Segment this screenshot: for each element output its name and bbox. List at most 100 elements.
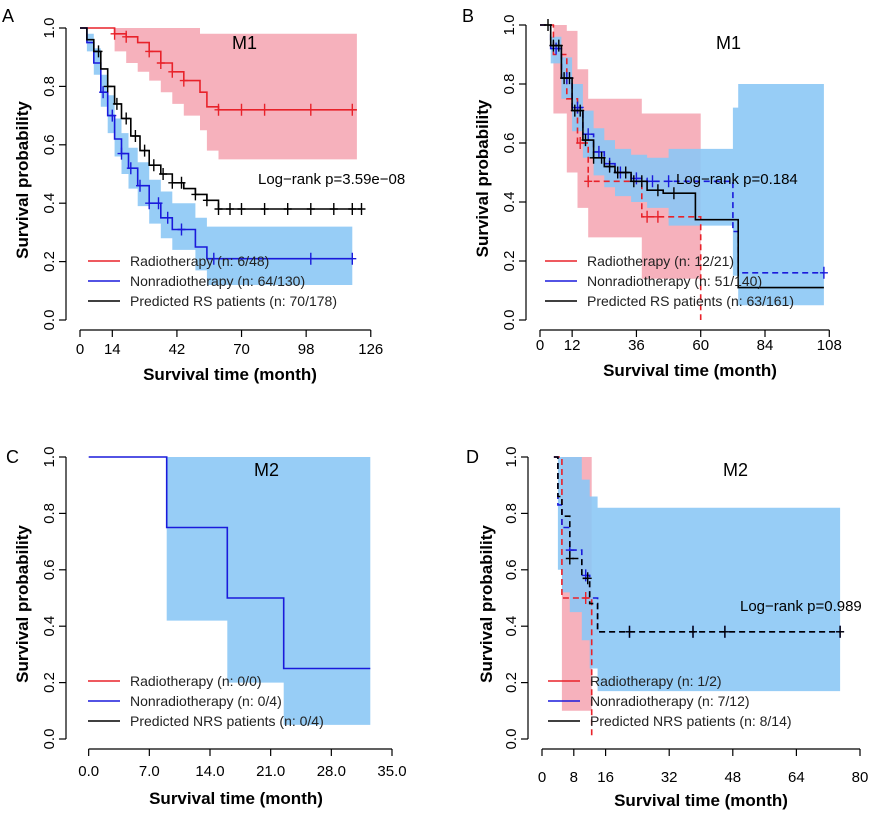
- censor-mark-radio: [122, 30, 131, 43]
- censor-mark-nonradio: [306, 252, 315, 265]
- censor-mark-predicted: [149, 159, 158, 172]
- curve-predicted: [553, 456, 841, 633]
- censor-mark-radio: [348, 103, 357, 116]
- y-tick-label: 0.8: [501, 74, 518, 95]
- y-tick-label: 1.0: [501, 15, 518, 36]
- legend-entry: Predicted RS patients (n: 70/178): [130, 293, 337, 309]
- y-tick-label: 0.6: [41, 134, 58, 155]
- censor-mark-predicted: [177, 176, 186, 189]
- censor-mark-predicted: [159, 168, 168, 180]
- y-tick-label: 0.0: [501, 310, 518, 331]
- censor-mark-predicted: [565, 552, 574, 565]
- censor-mark-radio: [214, 103, 223, 116]
- censor-mark-radio: [581, 592, 590, 604]
- censor-mark-nonradio: [108, 109, 117, 122]
- logrank-annotation: Log−rank p=0.184: [676, 171, 798, 188]
- y-tick-label: 0.4: [41, 616, 58, 637]
- legend-entry: Predicted NRS patients (n: 0/4): [130, 713, 324, 729]
- legend-entry: Radiotherapy (n: 6/48): [130, 253, 269, 269]
- x-tick-label: 42: [169, 341, 186, 358]
- censor-mark-nonradio: [145, 197, 154, 210]
- y-tick-label: 0.8: [41, 503, 58, 524]
- y-tick-label: 0.2: [503, 672, 520, 693]
- censor-mark-predicted: [653, 184, 662, 197]
- censor-mark-radio: [576, 137, 585, 149]
- panel-b: 0 12 36 60 84 108 0.0 0.2 0.4 0.6 0.8 1.0 Survival t…: [462, 6, 842, 380]
- x-tick-label: 0: [538, 769, 546, 786]
- legend-entry: Predicted NRS patients (n: 8/14): [590, 713, 792, 729]
- censor-mark-nonradio: [99, 86, 108, 99]
- censor-mark-predicted: [669, 187, 678, 200]
- legend-entry: Radiotherapy (n: 0/0): [130, 673, 262, 689]
- y-tick-label: 0.4: [41, 193, 58, 214]
- legend-entry: Nonradiotherapy (n: 0/4): [130, 693, 282, 709]
- x-tick-label: 7.0: [139, 763, 160, 780]
- x-tick-label: 80: [852, 769, 869, 786]
- censor-mark-predicted: [214, 203, 223, 215]
- x-tick-label: 35.0: [377, 763, 406, 780]
- censor-mark-predicted: [131, 130, 140, 142]
- censor-mark-radio: [653, 210, 662, 223]
- panel-letter: A: [2, 6, 14, 26]
- censor-mark-predicted: [597, 151, 606, 164]
- y-axis-label: Survival probability: [473, 99, 492, 257]
- y-tick-label: 0.0: [41, 729, 58, 750]
- panel-d: 0 8 16 32 48 64 80 0.0 0.2 0.4 0.6 0.8 1.0 Survival t…: [466, 447, 868, 810]
- y-tick-label: 1.0: [503, 447, 520, 468]
- logrank-annotation: Log−rank p=0.989: [740, 598, 862, 615]
- censor-mark-nonradio: [209, 252, 218, 265]
- x-tick-label: 32: [661, 769, 678, 786]
- censor-mark-predicted: [581, 134, 590, 147]
- x-tick-label: 36: [628, 337, 645, 354]
- censor-mark-predicted: [629, 175, 638, 188]
- legend-entry: Predicted RS patients (n: 63/161): [587, 293, 794, 309]
- panel-a: 0 14 42 70 98 126 0.0 0.2 0.4 0.6 0.8 1.0 Survival t…: [2, 6, 405, 384]
- model-title: M1: [232, 33, 257, 53]
- censor-mark-nonradio: [163, 211, 172, 224]
- censor-mark-radio: [643, 210, 652, 223]
- curve-radio: [553, 456, 593, 739]
- censor-mark-nonradio: [819, 266, 828, 279]
- legend-entry: Radiotherapy (n: 1/2): [590, 673, 722, 689]
- censor-mark-predicted: [689, 625, 697, 638]
- censor-mark-nonradio: [348, 252, 357, 265]
- censor-mark-predicted: [576, 104, 585, 117]
- censor-mark-predicted: [544, 19, 552, 31]
- panel-c: 0.0 7.0 14.0 21.0 28.0 35.0 0.0 0.2 0.4 0.6 0.8 1.0…: [6, 447, 407, 808]
- censor-mark-predicted: [226, 203, 234, 215]
- model-title: M1: [716, 33, 741, 53]
- x-tick-label: 108: [817, 337, 842, 354]
- y-tick-label: 0.4: [503, 616, 520, 637]
- censor-mark-radio: [145, 45, 154, 58]
- y-tick-label: 0.0: [41, 310, 58, 331]
- censor-mark-predicted: [112, 97, 121, 110]
- x-tick-label: 12: [564, 337, 581, 354]
- censor-mark-predicted: [357, 203, 366, 215]
- x-tick-label: 60: [692, 337, 709, 354]
- censor-mark-radio: [110, 27, 119, 40]
- y-axis-label: Survival probability: [13, 101, 32, 259]
- x-tick-label: 0.0: [78, 763, 99, 780]
- censor-mark-radio: [156, 57, 165, 69]
- censor-mark-predicted: [237, 203, 246, 215]
- y-tick-label: 1.0: [41, 18, 58, 39]
- x-tick-label: 14: [104, 341, 121, 358]
- censor-mark-predicted: [306, 203, 315, 215]
- censor-mark-predicted: [260, 203, 269, 215]
- y-tick-label: 0.6: [501, 133, 518, 154]
- y-tick-label: 1.0: [41, 447, 58, 468]
- censor-mark-predicted: [283, 203, 292, 215]
- censor-mark-predicted: [637, 175, 646, 188]
- censor-mark-radio: [179, 74, 188, 87]
- censor-mark-predicted: [94, 45, 103, 58]
- x-tick-label: 98: [298, 341, 315, 358]
- censor-mark-predicted: [168, 176, 177, 189]
- logrank-annotation: Log−rank p=3.59e−08: [258, 171, 405, 188]
- y-tick-label: 0.8: [503, 503, 520, 524]
- censor-mark-predicted: [583, 572, 592, 585]
- y-tick-label: 0.2: [41, 251, 58, 272]
- x-axis-label: Survival time (month): [603, 361, 777, 380]
- panel-letter: D: [466, 447, 479, 467]
- x-tick-label: 126: [358, 341, 383, 358]
